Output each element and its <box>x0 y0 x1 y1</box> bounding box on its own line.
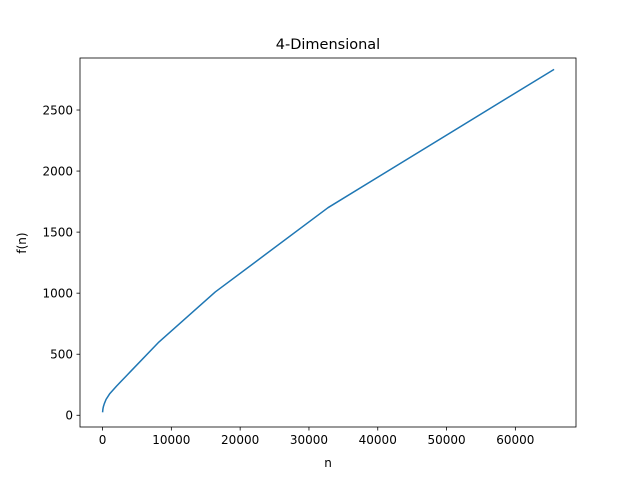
y-axis-label: f(n) <box>15 232 29 253</box>
x-tick-label: 10000 <box>152 433 190 447</box>
y-tick-label: 500 <box>50 348 73 362</box>
chart-title: 4-Dimensional <box>276 37 380 53</box>
x-tick-label: 60000 <box>496 433 534 447</box>
y-tick-label: 1500 <box>42 225 73 239</box>
y-tick-label: 1000 <box>42 286 73 300</box>
y-tick-label: 2500 <box>42 103 73 117</box>
series-line-1 <box>101 68 555 413</box>
x-tick-label: 0 <box>99 433 107 447</box>
y-axis: 0 500 1000 1500 2000 2500 <box>42 103 80 423</box>
x-axis-label: n <box>324 456 332 470</box>
y-tick-label: 2000 <box>42 164 73 178</box>
axes-frame <box>79 57 577 428</box>
plot-area <box>101 68 555 413</box>
x-tick-label: 50000 <box>427 433 465 447</box>
x-tick-label: 30000 <box>290 433 328 447</box>
x-axis: 0 10000 20000 30000 40000 50000 60000 <box>99 427 534 447</box>
x-tick-label: 40000 <box>359 433 397 447</box>
x-tick-label: 20000 <box>221 433 259 447</box>
y-tick-label: 0 <box>65 409 73 423</box>
